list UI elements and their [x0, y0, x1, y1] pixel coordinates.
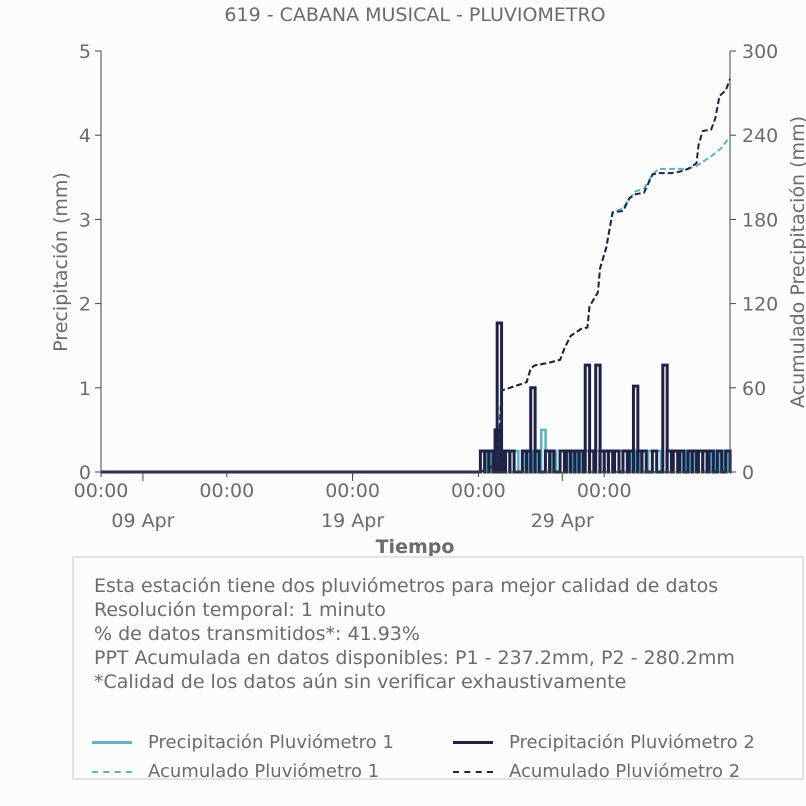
left-y-tick-label: 3 [79, 209, 91, 231]
right-y-axis-label: Acumulado Precipitación (mm) [787, 116, 806, 408]
left-y-axis-label: Precipitación (mm) [50, 172, 72, 352]
legend-label: Acumulado Pluviómetro 1 [148, 761, 380, 782]
ticks-layer: 0 1 2 3 4 5 0 60 120 180 240 300 00:00 00:00 00:00 00:0… [74, 41, 779, 532]
right-y-tick-label: 60 [742, 378, 766, 400]
x-date-tick-label: 09 Apr [111, 510, 174, 532]
legend-item-p2-acum: Acumulado Pluviómetro 2 [453, 761, 740, 782]
right-y-tick-label: 120 [742, 294, 778, 316]
legend-item-p2-precip: Precipitación Pluviómetro 2 [453, 732, 755, 753]
left-y-tick-label: 1 [79, 378, 91, 400]
info-line: PPT Acumulada en datos disponibles: P1 -… [94, 647, 735, 669]
chart-title: 619 - CABANA MUSICAL - PLUVIOMETRO [224, 4, 605, 26]
legend-swatch-solid-navy [453, 741, 493, 744]
x-time-tick-label: 00:00 [577, 480, 632, 502]
rainfall-chart: 619 - CABANA MUSICAL - PLUVIOMETRO 0 1 2 3 4… [50, 4, 806, 556]
legend-item-p1-precip: Precipitación Pluviómetro 1 [92, 732, 394, 753]
x-axis-label: Tiempo [376, 536, 455, 556]
info-line: Esta estación tiene dos pluviómetros par… [94, 575, 719, 597]
legend-swatch-dashed-navy [453, 770, 493, 773]
x-time-tick-label: 00:00 [74, 480, 129, 502]
info-line: Resolución temporal: 1 minuto [94, 599, 386, 621]
right-y-tick-label: 300 [742, 41, 778, 63]
info-line: *Calidad de los datos aún sin verificar … [94, 671, 627, 693]
right-y-tick-label: 0 [742, 462, 754, 484]
right-y-tick-label: 240 [742, 125, 778, 147]
x-time-tick-label: 00:00 [199, 480, 254, 502]
left-y-tick-label: 5 [79, 41, 91, 63]
info-panel: Esta estación tiene dos pluviómetros par… [72, 556, 804, 782]
legend-label: Precipitación Pluviómetro 2 [509, 732, 755, 753]
left-y-tick-label: 2 [79, 294, 91, 316]
x-date-tick-label: 19 Apr [321, 510, 384, 532]
legend-label: Precipitación Pluviómetro 1 [148, 732, 394, 753]
legend-swatch-dashed-teal [92, 770, 132, 773]
series-layer [101, 78, 732, 474]
legend-swatch-solid-teal [92, 741, 132, 744]
left-y-tick-label: 0 [79, 462, 91, 484]
right-y-tick-label: 180 [742, 209, 778, 231]
legend-label: Acumulado Pluviómetro 2 [509, 761, 741, 782]
x-time-tick-label: 00:00 [451, 480, 506, 502]
x-date-tick-label: 29 Apr [531, 510, 594, 532]
legend-item-p1-acum: Acumulado Pluviómetro 1 [92, 761, 379, 782]
x-time-tick-label: 00:00 [325, 480, 380, 502]
info-line: % de datos transmitidos*: 41.93% [94, 623, 420, 645]
series-precip-p2 [101, 321, 732, 474]
series-precip-p1 [101, 428, 730, 474]
left-y-tick-label: 4 [79, 125, 91, 147]
info-text: Esta estación tiene dos pluviómetros par… [94, 574, 735, 694]
series-acum-p2 [101, 78, 731, 473]
